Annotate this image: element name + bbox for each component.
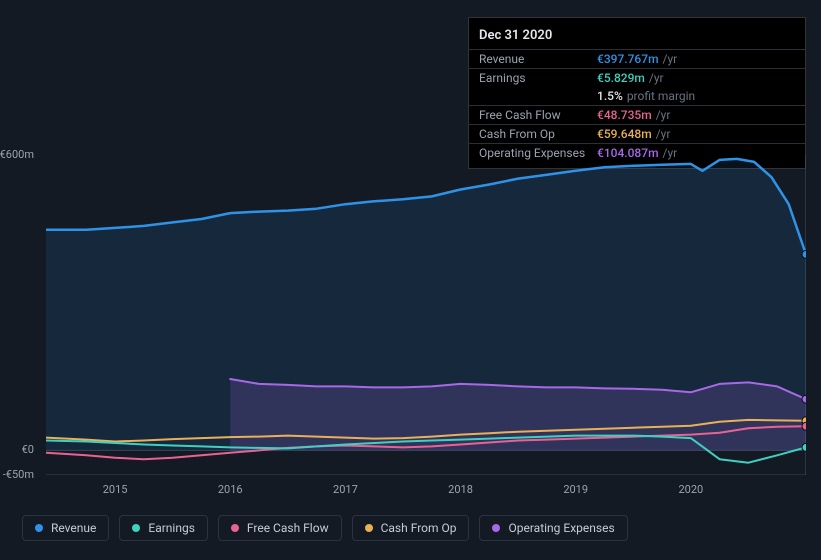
legend-dot-icon	[132, 524, 140, 532]
legend-dot-icon	[231, 524, 239, 532]
legend-item[interactable]: Revenue	[22, 515, 109, 541]
tooltip-row-label: Earnings	[479, 71, 597, 85]
tooltip-row-label: Cash From Op	[479, 127, 597, 141]
legend-item[interactable]: Earnings	[119, 515, 208, 541]
x-axis-label: 2017	[333, 483, 358, 496]
legend-label: Cash From Op	[381, 521, 457, 535]
y-axis-label: €600m	[0, 148, 34, 161]
tooltip-row: Cash From Op€59.648m/yr	[469, 124, 805, 143]
tooltip-row: Revenue€397.767m/yr	[469, 49, 805, 68]
tooltip-row-label: Free Cash Flow	[479, 108, 597, 122]
tooltip-rows: Revenue€397.767m/yrEarnings€5.829m/yr1.5…	[469, 49, 805, 162]
legend-dot-icon	[365, 524, 373, 532]
tooltip-row-label: Revenue	[479, 52, 597, 66]
x-axis-label: 2015	[103, 483, 128, 496]
legend-label: Free Cash Flow	[247, 521, 329, 535]
x-axis-label: 2020	[678, 483, 703, 496]
legend-item[interactable]: Free Cash Flow	[218, 515, 342, 541]
tooltip-date: Dec 31 2020	[469, 24, 805, 49]
legend-item[interactable]: Cash From Op	[352, 515, 470, 541]
legend-item[interactable]: Operating Expenses	[479, 515, 627, 541]
y-axis-label: -€50m	[0, 468, 34, 481]
x-axis-label: 2016	[218, 483, 243, 496]
tooltip-row: 1.5%profit margin	[469, 87, 805, 105]
tooltip-row-value: 1.5%profit margin	[597, 89, 695, 103]
x-axis-label: 2019	[563, 483, 588, 496]
legend-label: Operating Expenses	[508, 521, 614, 535]
legend-label: Revenue	[51, 521, 96, 535]
legend-dot-icon	[492, 524, 500, 532]
tooltip-row-label	[479, 89, 597, 103]
chart-legend: Revenue Earnings Free Cash Flow Cash From O…	[22, 515, 628, 541]
legend-dot-icon	[35, 524, 43, 532]
tooltip-row-value: €48.735m/yr	[597, 108, 670, 122]
tooltip-row-value: €5.829m/yr	[597, 71, 664, 85]
tooltip-row: Free Cash Flow€48.735m/yr	[469, 105, 805, 124]
chart-plot-area	[46, 155, 806, 475]
financials-chart[interactable]: €600m€0-€50m 201520162017201820192020	[16, 155, 806, 500]
tooltip-row: Earnings€5.829m/yr	[469, 68, 805, 87]
chart-tooltip: Dec 31 2020 Revenue€397.767m/yrEarnings€…	[468, 17, 806, 169]
legend-label: Earnings	[148, 521, 195, 535]
x-axis-label: 2018	[448, 483, 473, 496]
tooltip-row-value: €59.648m/yr	[597, 127, 670, 141]
tooltip-row-value: €397.767m/yr	[597, 52, 677, 66]
y-axis-label: €0	[0, 443, 34, 456]
